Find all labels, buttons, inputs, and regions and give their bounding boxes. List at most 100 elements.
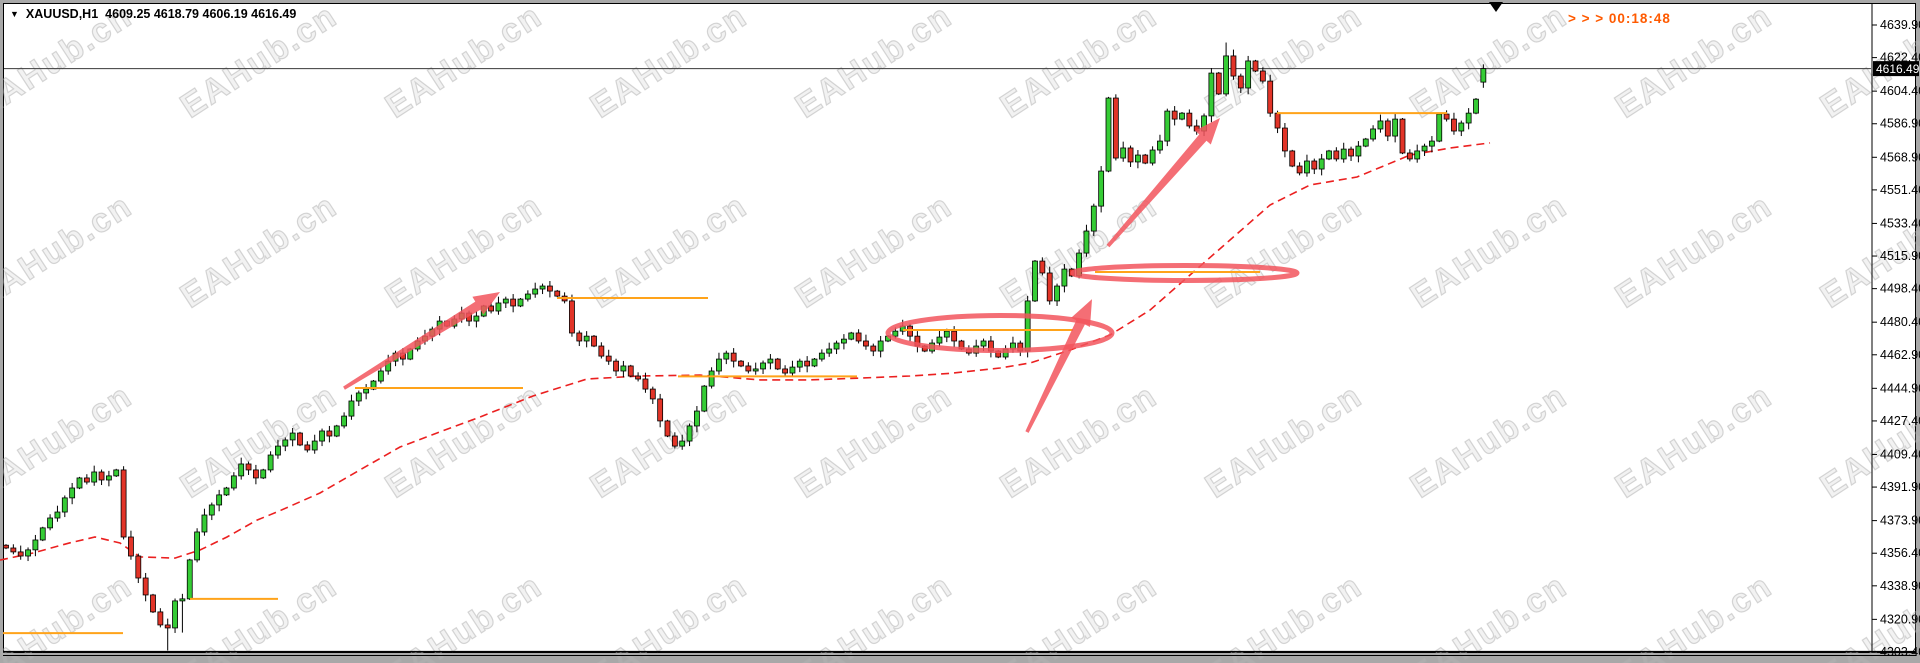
candle-bear [1215, 72, 1222, 95]
price-axis[interactable]: 4639.90 4622.40 4604.40 4586.90 4568.90 4551.… [1871, 4, 1920, 659]
candle-bull [1429, 140, 1435, 147]
candle-bull [172, 600, 178, 629]
candle-bear [547, 285, 553, 292]
candle-bear [142, 577, 149, 596]
candle-bear [569, 300, 575, 334]
arrow-annotation[interactable] [1025, 299, 1092, 433]
candle-bear [863, 340, 869, 347]
candle-bull [186, 559, 193, 600]
candle-bear [576, 332, 583, 342]
candle-bear [1186, 112, 1193, 127]
candle-bull [679, 440, 686, 447]
candle-bear [591, 335, 597, 347]
candle-bear [164, 624, 171, 629]
candle-bull [355, 392, 362, 402]
candle-bull [201, 514, 208, 533]
candle-bull [1090, 205, 1097, 232]
candle-bull [39, 527, 46, 541]
candle-bull [1304, 160, 1310, 174]
candle-bear [782, 368, 788, 374]
candle-bear [1267, 80, 1274, 114]
candle-bull [1149, 149, 1156, 164]
candle-bull [1179, 112, 1185, 120]
candle-bull [701, 385, 708, 412]
candle-bull [811, 358, 818, 367]
candle-bear [1046, 272, 1053, 302]
candle-bull [1458, 122, 1465, 132]
candle-bull [495, 302, 502, 312]
axis-price-label: 4551.40 [1880, 183, 1920, 197]
candle-bear [745, 365, 752, 372]
candle-bear [135, 555, 142, 579]
candle-bull [1024, 300, 1031, 352]
arrow-annotation[interactable] [343, 292, 500, 390]
candle-bear [635, 375, 641, 380]
candle-bear [252, 469, 259, 479]
candle-bear [613, 360, 619, 372]
candle-bull [1362, 138, 1369, 147]
candle-bear [326, 430, 333, 437]
candle-bear [774, 358, 781, 370]
candle-bull [1355, 145, 1362, 157]
candle-bull [25, 549, 31, 557]
high-marker-icon [1489, 2, 1503, 12]
arrow-annotation[interactable] [1106, 118, 1220, 248]
axis-price-label: 4480.40 [1880, 315, 1920, 329]
candle-bull [1340, 148, 1347, 160]
candle-bull [796, 360, 803, 368]
candle-bull [61, 497, 68, 513]
candle-bear [804, 360, 811, 367]
axis-price-label: 4320.90 [1880, 612, 1920, 626]
axis-price-label: 4373.90 [1880, 514, 1920, 528]
axis-price-label: 4498.40 [1880, 282, 1920, 296]
candle-bear [1142, 154, 1149, 164]
candle-bull [1436, 113, 1443, 142]
candle-bull [333, 425, 340, 437]
candle-bear [1289, 150, 1296, 167]
candle-countdown-timer: > > > 00:18:48 [1568, 11, 1671, 26]
ellipse-annotation[interactable] [1070, 262, 1300, 283]
candle-bull [230, 475, 237, 489]
candle-bear [1252, 60, 1259, 72]
candle-bear [605, 355, 612, 362]
axis-price-label: 4568.90 [1880, 150, 1920, 164]
candle-bull [69, 487, 76, 499]
candle-bull [370, 380, 377, 390]
candle-bear [3, 544, 9, 549]
axis-price-label: 4462.90 [1880, 348, 1920, 362]
chart-dropdown-icon[interactable]: ▼ [10, 9, 19, 19]
candle-bear [1399, 118, 1406, 154]
candle-bull [76, 477, 83, 489]
candle-bull [311, 440, 318, 451]
candles-group [3, 42, 1487, 651]
candle-bull [473, 315, 480, 322]
chart-title-bar: ▼ XAUUSD,H1 4609.25 4618.79 4606.19 4616… [10, 7, 296, 21]
candle-bull [1098, 170, 1105, 207]
candle-bull [716, 358, 722, 372]
candle-bull [848, 332, 855, 340]
candle-bear [1112, 97, 1119, 159]
pane-divider[interactable] [3, 655, 1916, 656]
candle-bull [1083, 230, 1090, 254]
ellipse-annotation[interactable] [885, 312, 1115, 353]
candle-bull [1135, 154, 1141, 163]
candle-bull [789, 366, 796, 374]
candle-bear [1230, 55, 1237, 77]
candle-bull [348, 400, 355, 417]
candle-bear [870, 345, 877, 352]
candle-bull [1421, 145, 1428, 152]
candle-bull [1473, 98, 1479, 114]
candle-bull [194, 531, 201, 561]
bid-price-tag-label: 4616.49 [1876, 62, 1920, 76]
candle-bull [1318, 158, 1325, 170]
candle-bear [1333, 150, 1340, 160]
candle-bear [1384, 120, 1391, 137]
candle-bear [304, 444, 311, 451]
candle-bull [1392, 118, 1399, 137]
candle-bear [671, 435, 678, 447]
candle-bull [377, 370, 384, 382]
candle-bear [1127, 147, 1134, 163]
axis-price-label: 4409.40 [1880, 447, 1920, 461]
candle-bull [267, 454, 274, 471]
